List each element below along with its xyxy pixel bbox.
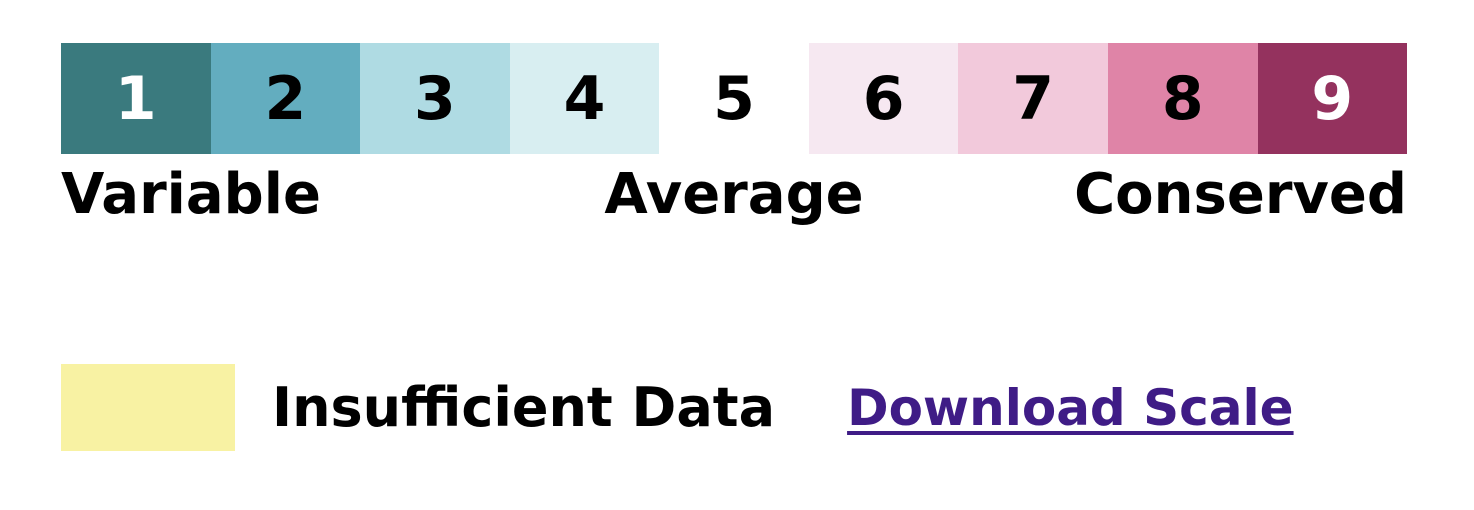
scale-cell-6: 6 [808,43,959,154]
scale-cell-3: 3 [360,43,510,154]
insufficient-data-label: Insufficient Data [272,376,776,439]
label-variable: Variable [61,162,321,227]
scale-cell-5: 5 [659,43,809,154]
label-average: Average [604,162,864,227]
download-scale-link[interactable]: Download Scale [847,378,1294,437]
scale-cell-2: 2 [210,43,361,154]
scale-cell-8: 8 [1107,43,1258,154]
scale-cell-9: 9 [1257,43,1408,154]
insufficient-data-swatch [61,364,235,451]
insufficient-data-legend: Insufficient Data Download Scale [61,364,1294,451]
scale-cell-1: 1 [61,43,211,154]
scale-cell-7: 7 [958,43,1108,154]
scale-cell-4: 4 [509,43,660,154]
scale-labels: Variable Average Conserved [61,160,1407,230]
label-conserved: Conserved [1074,162,1407,227]
